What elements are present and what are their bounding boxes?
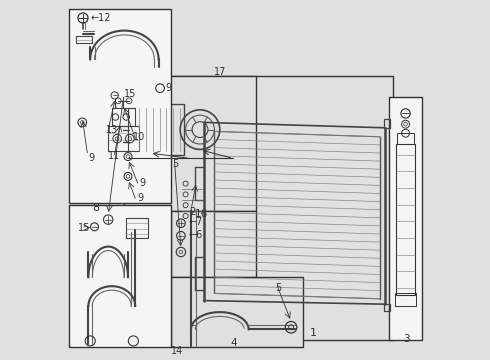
- Text: 14: 14: [171, 346, 183, 356]
- Bar: [396, 144, 415, 295]
- Text: 15: 15: [124, 89, 137, 99]
- Text: 2: 2: [189, 207, 196, 217]
- Bar: [202, 301, 208, 311]
- Bar: [384, 119, 390, 128]
- Text: 10: 10: [133, 132, 146, 142]
- Text: 11: 11: [107, 150, 120, 161]
- Text: 9: 9: [137, 193, 143, 203]
- Bar: [124, 76, 256, 211]
- Text: 17: 17: [215, 67, 227, 77]
- Bar: [202, 110, 208, 122]
- Text: 5: 5: [172, 159, 179, 169]
- Text: 9: 9: [88, 153, 95, 163]
- Text: 9: 9: [166, 83, 172, 93]
- Bar: [384, 304, 390, 311]
- Text: 13: 13: [106, 125, 118, 135]
- Bar: [69, 9, 171, 203]
- Bar: [397, 133, 414, 144]
- Text: ←7: ←7: [189, 217, 203, 228]
- Bar: [171, 76, 392, 340]
- Text: ←12: ←12: [91, 13, 111, 23]
- Bar: [389, 97, 422, 340]
- Bar: [171, 211, 256, 277]
- Bar: [126, 218, 148, 238]
- Text: 1: 1: [310, 328, 317, 338]
- Bar: [395, 293, 416, 306]
- Text: ←6: ←6: [189, 230, 203, 240]
- Bar: [182, 178, 203, 221]
- Bar: [112, 108, 135, 126]
- Bar: [108, 126, 139, 151]
- Text: 16: 16: [195, 209, 208, 219]
- Text: 4: 4: [231, 338, 237, 348]
- Text: 9: 9: [140, 178, 146, 188]
- Bar: [135, 104, 184, 155]
- Text: 5: 5: [275, 283, 282, 293]
- Bar: [171, 277, 303, 347]
- Bar: [69, 205, 171, 347]
- Text: 8: 8: [92, 203, 99, 213]
- Bar: [76, 36, 92, 43]
- Text: 15: 15: [77, 222, 90, 233]
- Text: 3: 3: [403, 334, 410, 344]
